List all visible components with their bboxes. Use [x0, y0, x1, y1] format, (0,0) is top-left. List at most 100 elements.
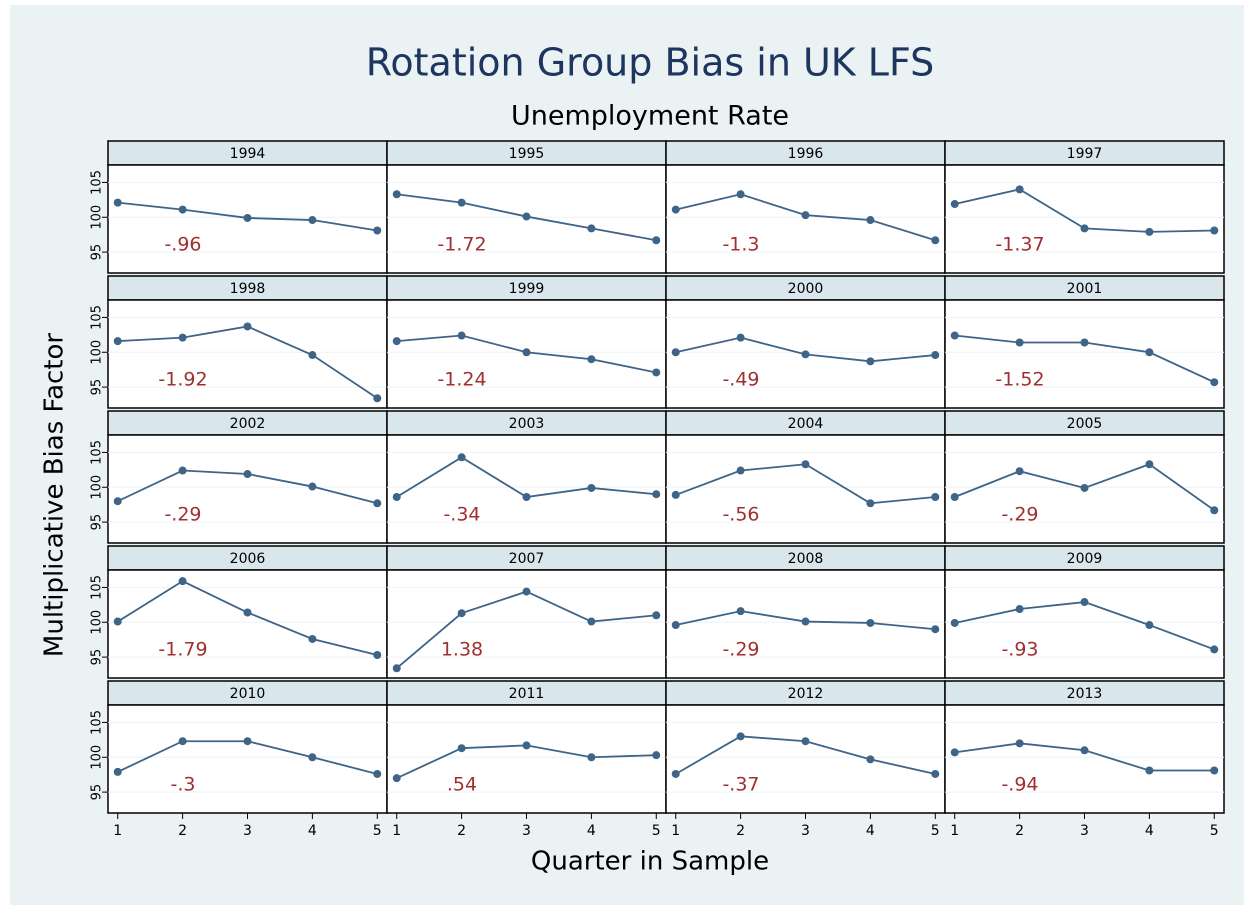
data-point — [931, 493, 940, 502]
data-point — [950, 618, 959, 627]
x-tick-label: 4 — [587, 823, 596, 839]
data-point — [522, 212, 531, 221]
panel-annotation: -.93 — [1001, 639, 1038, 661]
data-point — [1210, 766, 1219, 775]
plot-area — [386, 434, 667, 544]
data-point — [736, 607, 745, 616]
data-point — [457, 198, 466, 207]
y-tick-label: 100 — [90, 205, 105, 230]
x-tick-label: 2 — [178, 823, 187, 839]
data-point — [522, 587, 531, 596]
data-point — [950, 331, 959, 340]
panel-title: 2009 — [1067, 551, 1103, 567]
data-point — [652, 236, 661, 245]
data-point — [736, 732, 745, 741]
data-point — [866, 618, 875, 627]
panel-annotation: -.29 — [722, 639, 759, 661]
data-point — [1145, 227, 1154, 236]
data-point — [373, 394, 382, 403]
x-tick-label: 3 — [243, 823, 252, 839]
data-point — [522, 348, 531, 357]
data-point — [1210, 645, 1219, 654]
y-tick-label: 95 — [90, 379, 105, 396]
data-point — [243, 737, 252, 746]
data-point — [373, 226, 382, 235]
data-point — [392, 493, 401, 502]
y-tick-label: 95 — [90, 514, 105, 531]
data-point — [1210, 506, 1219, 515]
data-point — [671, 621, 680, 630]
data-point — [587, 753, 596, 762]
data-point — [178, 577, 187, 586]
data-point — [866, 755, 875, 764]
plot-area — [107, 299, 388, 409]
y-tick-label: 105 — [90, 440, 105, 465]
data-point — [801, 460, 810, 469]
data-point — [587, 355, 596, 364]
panel-annotation: -.56 — [722, 504, 759, 526]
panel-annotation: -.29 — [1001, 504, 1038, 526]
x-tick-label: 1 — [392, 823, 401, 839]
plot-area — [944, 164, 1225, 274]
y-tick-label: 95 — [90, 649, 105, 666]
panel-title: 2007 — [509, 551, 545, 567]
data-point — [457, 609, 466, 618]
panel-annotation: -1.37 — [995, 234, 1044, 256]
panel-annotation: -.96 — [164, 234, 201, 256]
data-point — [652, 368, 661, 377]
panel-title: 2006 — [230, 551, 266, 567]
panel-annotation: -.37 — [722, 774, 759, 796]
data-point — [671, 490, 680, 499]
x-tick-label: 3 — [522, 823, 531, 839]
x-axis-label: Quarter in Sample — [531, 847, 769, 877]
panel-title: 1995 — [509, 146, 545, 162]
data-point — [1145, 766, 1154, 775]
y-tick-label: 105 — [90, 575, 105, 600]
data-point — [866, 216, 875, 225]
data-point — [671, 769, 680, 778]
panel-strip — [944, 545, 1225, 571]
plot-area — [107, 569, 388, 679]
x-tick-label: 1 — [113, 823, 122, 839]
panel-strip — [107, 140, 388, 166]
plot-area — [386, 569, 667, 679]
data-point — [392, 190, 401, 199]
y-axis-label: Multiplicative Bias Factor — [40, 333, 70, 657]
data-point — [178, 737, 187, 746]
panel-strip — [665, 545, 946, 571]
x-tick-label: 5 — [931, 823, 940, 839]
data-point — [1145, 621, 1154, 630]
panel-annotation: -1.3 — [722, 234, 759, 256]
data-point — [950, 200, 959, 209]
data-point — [1080, 224, 1089, 233]
plot-area — [665, 704, 946, 814]
plot-area — [944, 569, 1225, 679]
data-point — [1210, 226, 1219, 235]
panel-title: 2012 — [788, 686, 824, 702]
data-point — [801, 211, 810, 220]
plot-area — [107, 704, 388, 814]
x-tick-label: 5 — [652, 823, 661, 839]
plot-area — [944, 704, 1225, 814]
x-tick-label: 5 — [1210, 823, 1219, 839]
data-point — [1145, 460, 1154, 469]
x-tick-label: 5 — [373, 823, 382, 839]
panel-annotation: -1.24 — [437, 369, 486, 391]
panel-strip — [386, 275, 667, 301]
data-point — [736, 466, 745, 475]
data-point — [1015, 739, 1024, 748]
x-tick-label: 1 — [950, 823, 959, 839]
y-tick-label: 100 — [90, 475, 105, 500]
data-point — [931, 351, 940, 360]
panel-annotation: .54 — [447, 774, 477, 796]
panel-annotation: -.34 — [443, 504, 480, 526]
x-tick-label: 4 — [1145, 823, 1154, 839]
x-tick-label: 3 — [1080, 823, 1089, 839]
panel-title: 2002 — [230, 416, 266, 432]
panel-annotation: -1.52 — [995, 369, 1044, 391]
data-point — [652, 611, 661, 620]
data-point — [931, 769, 940, 778]
panel-annotation: -.94 — [1001, 774, 1038, 796]
data-point — [113, 767, 122, 776]
panel-annotation: -.3 — [171, 774, 196, 796]
